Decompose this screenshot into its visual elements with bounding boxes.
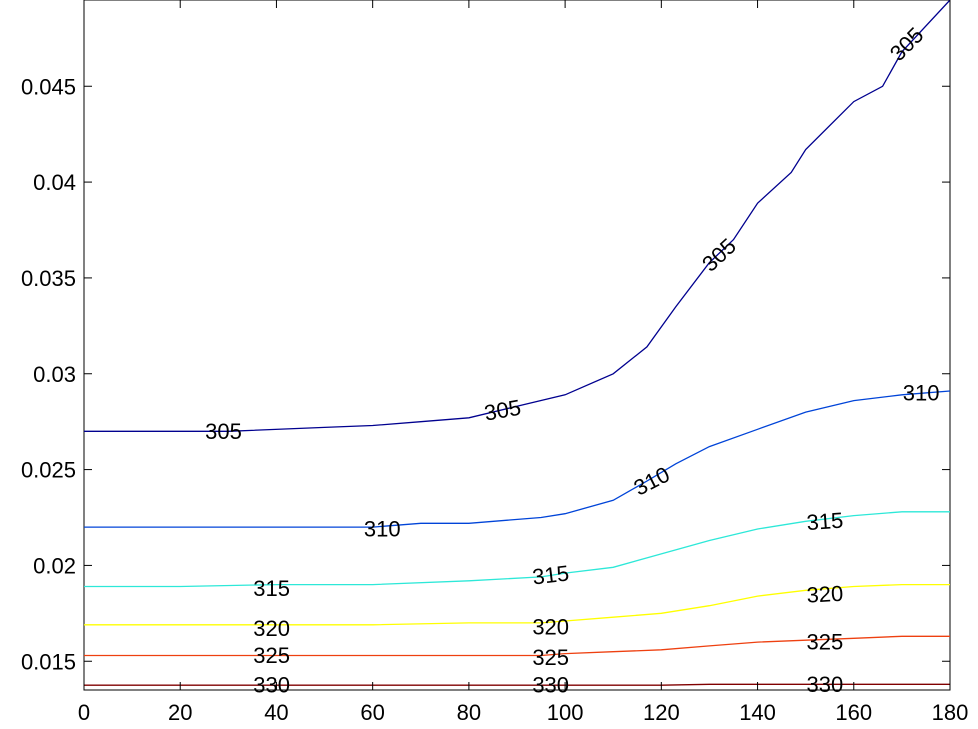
contour-line-310 <box>84 390 951 528</box>
contour-label-330: 330 <box>532 673 569 698</box>
y-tick-label: 0.015 <box>21 649 76 674</box>
y-axis: 0.015 0.02 0.025 0.03 0.035 0.04 0.045 <box>21 74 950 674</box>
contour-label-315: 315 <box>531 560 570 589</box>
contour-label-325: 325 <box>532 645 569 670</box>
x-tick-label: 0 <box>78 700 90 725</box>
x-tick-label: 140 <box>739 700 776 725</box>
y-tick-label: 0.025 <box>21 458 76 483</box>
x-tick-label: 100 <box>547 700 584 725</box>
contour-label-325: 325 <box>807 630 844 655</box>
contour-label-330: 330 <box>253 673 290 698</box>
x-tick-label: 60 <box>360 700 384 725</box>
contour-line-320 <box>84 583 950 626</box>
contour-label-330: 330 <box>807 672 844 697</box>
x-tick-label: 180 <box>932 700 969 725</box>
contour-line-315 <box>84 511 950 588</box>
contour-label-325: 325 <box>253 643 290 668</box>
contour-line-325 <box>84 635 950 657</box>
contour-label-320: 320 <box>806 581 844 608</box>
contour-label-315: 315 <box>806 508 844 536</box>
y-tick-label: 0.03 <box>33 362 76 387</box>
x-tick-label: 120 <box>643 700 680 725</box>
x-tick-label: 160 <box>835 700 872 725</box>
contour-label-310: 310 <box>903 380 940 405</box>
contour-lines <box>84 0 951 686</box>
x-axis: 0 20 40 60 80 100 120 140 160 180 <box>78 0 968 725</box>
y-tick-label: 0.02 <box>33 553 76 578</box>
x-tick-label: 40 <box>264 700 288 725</box>
contour-line-305 <box>84 0 951 432</box>
contour-label-315: 315 <box>253 576 290 601</box>
x-tick-label: 80 <box>457 700 481 725</box>
contour-label-320: 320 <box>253 616 290 641</box>
y-tick-label: 0.045 <box>21 74 76 99</box>
contour-label-320: 320 <box>532 614 569 639</box>
y-tick-label: 0.04 <box>33 170 76 195</box>
contour-label-310: 310 <box>364 517 401 542</box>
x-tick-label: 20 <box>168 700 192 725</box>
y-tick-label: 0.035 <box>21 266 76 291</box>
contour-label-305: 305 <box>205 419 242 444</box>
plot-area <box>83 0 951 691</box>
